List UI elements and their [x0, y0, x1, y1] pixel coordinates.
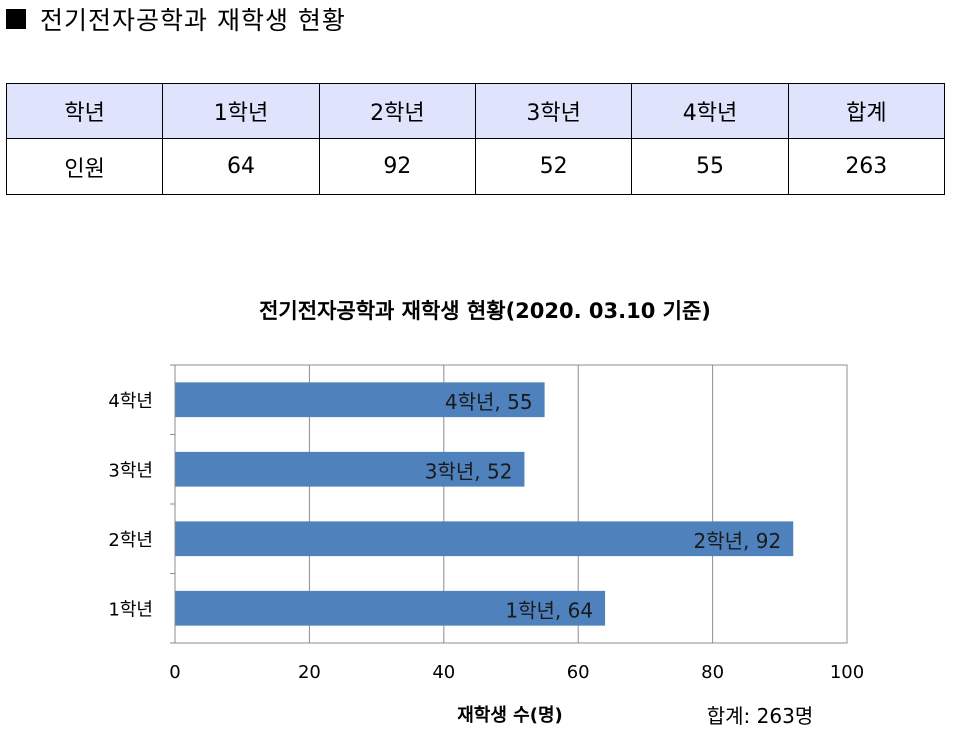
y-tick-label: 1학년 — [108, 599, 153, 620]
x-tick-label: 20 — [298, 662, 321, 683]
data-label: 2학년, 92 — [694, 529, 782, 553]
y-tick-label: 4학년 — [108, 391, 153, 412]
x-tick-label: 80 — [701, 662, 724, 683]
x-tick-label: 60 — [567, 662, 590, 683]
table-header-cell: 학년 — [5, 83, 164, 139]
data-label: 4학년, 55 — [445, 390, 533, 414]
x-tick-label: 40 — [432, 662, 455, 683]
table-cell: 55 — [631, 138, 789, 195]
table-header-cell: 3학년 — [474, 83, 633, 139]
enrollment-bar-chart: 전기전자공학과 재학생 현황(2020. 03.10 기준) 1학년, 64 2학… — [0, 280, 958, 742]
enrollment-table: 학년 1학년 2학년 3학년 4학년 합계 인원 64 92 52 55 263 — [5, 83, 946, 195]
y-tick-label: 3학년 — [108, 460, 153, 481]
table-header-cell: 2학년 — [318, 83, 476, 139]
table-cell: 인원 — [5, 138, 164, 195]
table-cell: 92 — [318, 138, 476, 195]
table-cell: 52 — [474, 138, 633, 195]
bar — [175, 382, 545, 418]
axes: 0 20 40 60 80 100 1학년 2학년 3학년 4학년 — [108, 364, 864, 683]
bar — [175, 521, 794, 557]
bar — [175, 451, 525, 487]
table-header-cell: 합계 — [787, 83, 946, 139]
total-annotation: 합계: 263명 — [707, 704, 813, 728]
table-cell: 64 — [162, 138, 320, 195]
x-tick-label: 100 — [830, 662, 864, 683]
chart-svg: 전기전자공학과 재학생 현황(2020. 03.10 기준) 1학년, 64 2학… — [108, 299, 864, 728]
table-cell: 263 — [787, 138, 946, 195]
data-label: 3학년, 52 — [425, 459, 513, 483]
bar — [175, 590, 606, 626]
page-heading: 전기전자공학과 재학생 현황 — [6, 2, 346, 36]
table-header-cell: 1학년 — [162, 83, 320, 139]
x-axis-label: 재학생 수(명) — [457, 704, 563, 726]
page-title: 전기전자공학과 재학생 현황 — [40, 6, 346, 35]
x-tick-label: 0 — [169, 662, 180, 683]
data-label: 1학년, 64 — [505, 598, 593, 622]
table-row: 인원 64 92 52 55 263 — [5, 138, 946, 195]
bars: 1학년, 64 2학년, 92 3학년, 52 4학년, 55 — [175, 382, 794, 626]
table-header-cell: 4학년 — [631, 83, 789, 139]
table-header-row: 학년 1학년 2학년 3학년 4학년 합계 — [5, 83, 946, 139]
chart-title: 전기전자공학과 재학생 현황(2020. 03.10 기준) — [259, 299, 711, 323]
y-tick-label: 2학년 — [108, 530, 153, 551]
square-bullet-icon — [6, 9, 26, 29]
